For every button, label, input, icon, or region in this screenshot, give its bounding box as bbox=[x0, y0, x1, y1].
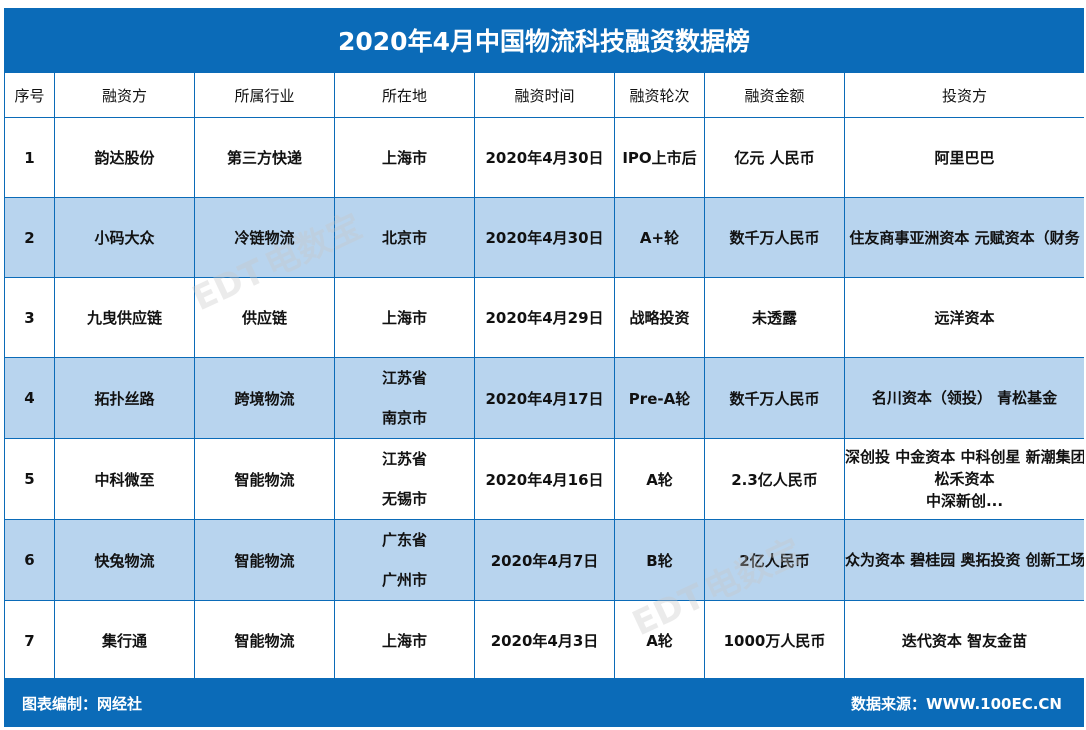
cell-industry: 供应链 bbox=[194, 277, 335, 358]
cell-location: 上海市 bbox=[334, 117, 475, 198]
column-header-company: 融资方 bbox=[54, 72, 195, 118]
column-header-investors: 投资方 bbox=[844, 72, 1084, 118]
cell-company: 小码大众 bbox=[54, 197, 195, 278]
cell-amount: 1000万人民币 bbox=[704, 600, 845, 678]
cell-amount: 亿元 人民币 bbox=[704, 117, 845, 198]
cell-date: 2020年4月29日 bbox=[474, 277, 615, 358]
cell-location: 广东省 广州市 bbox=[334, 519, 475, 601]
cell-date: 2020年4月17日 bbox=[474, 357, 615, 439]
cell-location: 北京市 bbox=[334, 197, 475, 278]
footer-source: 数据来源：WWW.100EC.CN bbox=[851, 695, 1062, 713]
cell-no: 2 bbox=[4, 197, 55, 278]
table-header-row: 序号 融资方 所属行业 所在地 融资时间 融资轮次 融资金额 投资方 bbox=[4, 72, 1084, 118]
cell-no: 7 bbox=[4, 600, 55, 678]
table-row: 3 九曳供应链 供应链 上海市 2020年4月29日 战略投资 未透露 远洋资本 bbox=[4, 277, 1084, 358]
cell-location: 江苏省 无锡市 bbox=[334, 438, 475, 520]
cell-industry: 冷链物流 bbox=[194, 197, 335, 278]
table-row: 2 小码大众 冷链物流 北京市 2020年4月30日 A+轮 数千万人民币 住友商事亚洲资本 … bbox=[4, 197, 1084, 278]
cell-location-line: 江苏省 bbox=[381, 369, 427, 387]
cell-investors: 众为资本 碧桂园 奥拓投资 创新工场 bbox=[844, 519, 1084, 601]
cell-industry: 智能物流 bbox=[194, 600, 335, 678]
cell-round: 战略投资 bbox=[614, 277, 705, 358]
cell-round: Pre-A轮 bbox=[614, 357, 705, 439]
cell-amount: 2亿人民币 bbox=[704, 519, 845, 601]
cell-date: 2020年4月3日 bbox=[474, 600, 615, 678]
cell-investors: 迭代资本 智友金苗 bbox=[844, 600, 1084, 678]
cell-amount: 数千万人民币 bbox=[704, 357, 845, 439]
cell-investors-line: 众为资本 碧桂园 奥拓投资 创新工场 bbox=[845, 551, 1084, 569]
table-row: 6 快兔物流 智能物流 广东省 广州市 2020年4月7日 B轮 2亿人民币 众为资本 碧桂园 … bbox=[4, 519, 1084, 601]
cell-location-line: 广东省 bbox=[381, 531, 427, 549]
cell-round: A+轮 bbox=[614, 197, 705, 278]
cell-date: 2020年4月7日 bbox=[474, 519, 615, 601]
cell-investors-line: 阿里巴巴 bbox=[934, 148, 995, 167]
cell-investors: 名川资本（领投） 青松基金 bbox=[844, 357, 1084, 439]
financing-table-container: 序号 融资方 所属行业 所在地 融资时间 融资轮次 融资金额 投资方 1 韵达股份 第三方快递上海… bbox=[4, 72, 1084, 678]
column-header-date: 融资时间 bbox=[474, 72, 615, 118]
table-row: 7 集行通 智能物流 上海市 2020年4月3日 A轮 1000万人民币 迭代资本 智友金苗 bbox=[4, 600, 1084, 678]
cell-location: 上海市 bbox=[334, 277, 475, 358]
cell-date: 2020年4月30日 bbox=[474, 197, 615, 278]
column-header-round: 融资轮次 bbox=[614, 72, 705, 118]
cell-location: 江苏省 南京市 bbox=[334, 357, 475, 439]
cell-location-line: 上海市 bbox=[381, 148, 427, 167]
cell-no: 6 bbox=[4, 519, 55, 601]
cell-investors: 住友商事亚洲资本 元赋资本（财务 bbox=[844, 197, 1084, 278]
cell-industry: 智能物流 bbox=[194, 519, 335, 601]
cell-investors-line: 远洋资本 bbox=[934, 308, 995, 327]
cell-location-line: 南京市 bbox=[381, 409, 427, 427]
cell-no: 5 bbox=[4, 438, 55, 520]
cell-no: 3 bbox=[4, 277, 55, 358]
column-header-location: 所在地 bbox=[334, 72, 475, 118]
table-body: 1 韵达股份 第三方快递 上海市 2020年4月30日 IPO上市后 亿元 人民币 阿里巴巴 2… bbox=[4, 117, 1084, 678]
cell-location-line: 无锡市 bbox=[381, 490, 427, 508]
cell-company: 韵达股份 bbox=[54, 117, 195, 198]
cell-investors-line: 中深新创... bbox=[925, 492, 1004, 510]
cell-location-line: 北京市 bbox=[381, 228, 427, 247]
cell-amount: 数千万人民币 bbox=[704, 197, 845, 278]
cell-no: 1 bbox=[4, 117, 55, 198]
cell-industry: 第三方快递 bbox=[194, 117, 335, 198]
cell-investors-line: 松禾资本 bbox=[934, 470, 995, 488]
cell-round: B轮 bbox=[614, 519, 705, 601]
cell-industry: 跨境物流 bbox=[194, 357, 335, 439]
column-header-amount: 融资金额 bbox=[704, 72, 845, 118]
cell-no: 4 bbox=[4, 357, 55, 439]
cell-industry: 智能物流 bbox=[194, 438, 335, 520]
cell-company: 九曳供应链 bbox=[54, 277, 195, 358]
cell-company: 集行通 bbox=[54, 600, 195, 678]
column-header-no: 序号 bbox=[4, 72, 55, 118]
cell-investors-line: 迭代资本 智友金苗 bbox=[901, 631, 1028, 650]
cell-amount: 2.3亿人民币 bbox=[704, 438, 845, 520]
cell-company: 拓扑丝路 bbox=[54, 357, 195, 439]
cell-location-line: 上海市 bbox=[381, 631, 427, 650]
table-row: 1 韵达股份 第三方快递 上海市 2020年4月30日 IPO上市后 亿元 人民币 阿里巴巴 bbox=[4, 117, 1084, 198]
cell-round: A轮 bbox=[614, 600, 705, 678]
cell-date: 2020年4月30日 bbox=[474, 117, 615, 198]
cell-investors-line: 名川资本（领投） 青松基金 bbox=[871, 389, 1058, 407]
table-row: 4 拓扑丝路 跨境物流 江苏省 南京市 2020年4月17日 Pre-A轮 数千万人民币 名川资… bbox=[4, 357, 1084, 439]
cell-location-line: 上海市 bbox=[381, 308, 427, 327]
cell-investors: 远洋资本 bbox=[844, 277, 1084, 358]
cell-investors-line: 深创投 中金资本 中科创星 新潮集团 bbox=[845, 448, 1084, 466]
cell-location-line: 广州市 bbox=[381, 571, 427, 589]
cell-investors: 阿里巴巴 bbox=[844, 117, 1084, 198]
cell-location-line: 江苏省 bbox=[381, 450, 427, 468]
footer-bar: 图表编制：网经社 数据来源：WWW.100EC.CN bbox=[4, 678, 1084, 727]
financing-table: 序号 融资方 所属行业 所在地 融资时间 融资轮次 融资金额 投资方 1 韵达股份 第三方快递上海… bbox=[4, 72, 1084, 678]
footer-compiler: 图表编制：网经社 bbox=[22, 695, 143, 713]
cell-company: 中科微至 bbox=[54, 438, 195, 520]
cell-date: 2020年4月16日 bbox=[474, 438, 615, 520]
cell-investors-line: 住友商事亚洲资本 元赋资本（财务 bbox=[849, 228, 1080, 247]
column-header-industry: 所属行业 bbox=[194, 72, 335, 118]
cell-round: IPO上市后 bbox=[614, 117, 705, 198]
cell-investors: 深创投 中金资本 中科创星 新潮集团 松禾资本中深新创... bbox=[844, 438, 1084, 520]
cell-location: 上海市 bbox=[334, 600, 475, 678]
table-row: 5 中科微至 智能物流 江苏省 无锡市 2020年4月16日 A轮 2.3亿人民币 深创投 中金… bbox=[4, 438, 1084, 520]
cell-amount: 未透露 bbox=[704, 277, 845, 358]
cell-company: 快兔物流 bbox=[54, 519, 195, 601]
cell-round: A轮 bbox=[614, 438, 705, 520]
page-title: 2020年4月中国物流科技融资数据榜 bbox=[4, 8, 1084, 72]
